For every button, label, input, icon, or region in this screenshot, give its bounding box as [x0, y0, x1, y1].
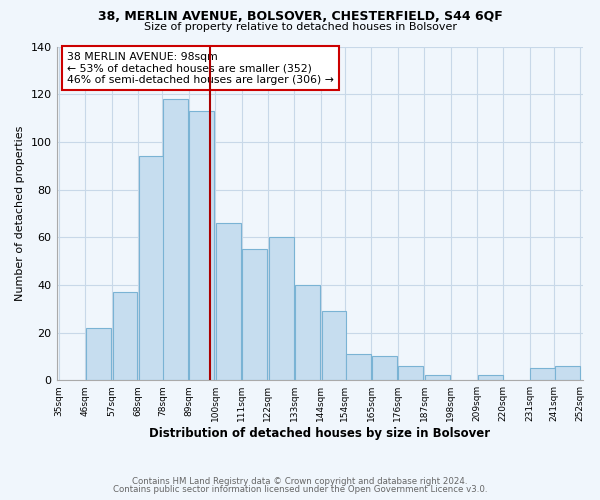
Bar [113, 292, 137, 380]
Text: Contains public sector information licensed under the Open Government Licence v3: Contains public sector information licen… [113, 485, 487, 494]
Bar [216, 223, 241, 380]
Bar [163, 99, 188, 380]
Bar [554, 366, 580, 380]
Y-axis label: Number of detached properties: Number of detached properties [15, 126, 25, 301]
Text: 38, MERLIN AVENUE, BOLSOVER, CHESTERFIELD, S44 6QF: 38, MERLIN AVENUE, BOLSOVER, CHESTERFIEL… [98, 10, 502, 23]
Text: 38 MERLIN AVENUE: 98sqm
← 53% of detached houses are smaller (352)
46% of semi-d: 38 MERLIN AVENUE: 98sqm ← 53% of detache… [67, 52, 334, 84]
Bar [295, 285, 320, 380]
Bar [139, 156, 164, 380]
Bar [242, 249, 267, 380]
X-axis label: Distribution of detached houses by size in Bolsover: Distribution of detached houses by size … [149, 427, 490, 440]
Bar [425, 376, 450, 380]
Bar [372, 356, 397, 380]
Bar [269, 237, 293, 380]
Bar [86, 328, 111, 380]
Bar [478, 376, 503, 380]
Bar [530, 368, 556, 380]
Bar [398, 366, 424, 380]
Text: Contains HM Land Registry data © Crown copyright and database right 2024.: Contains HM Land Registry data © Crown c… [132, 477, 468, 486]
Bar [322, 311, 346, 380]
Bar [346, 354, 371, 380]
Text: Size of property relative to detached houses in Bolsover: Size of property relative to detached ho… [143, 22, 457, 32]
Bar [190, 111, 214, 380]
